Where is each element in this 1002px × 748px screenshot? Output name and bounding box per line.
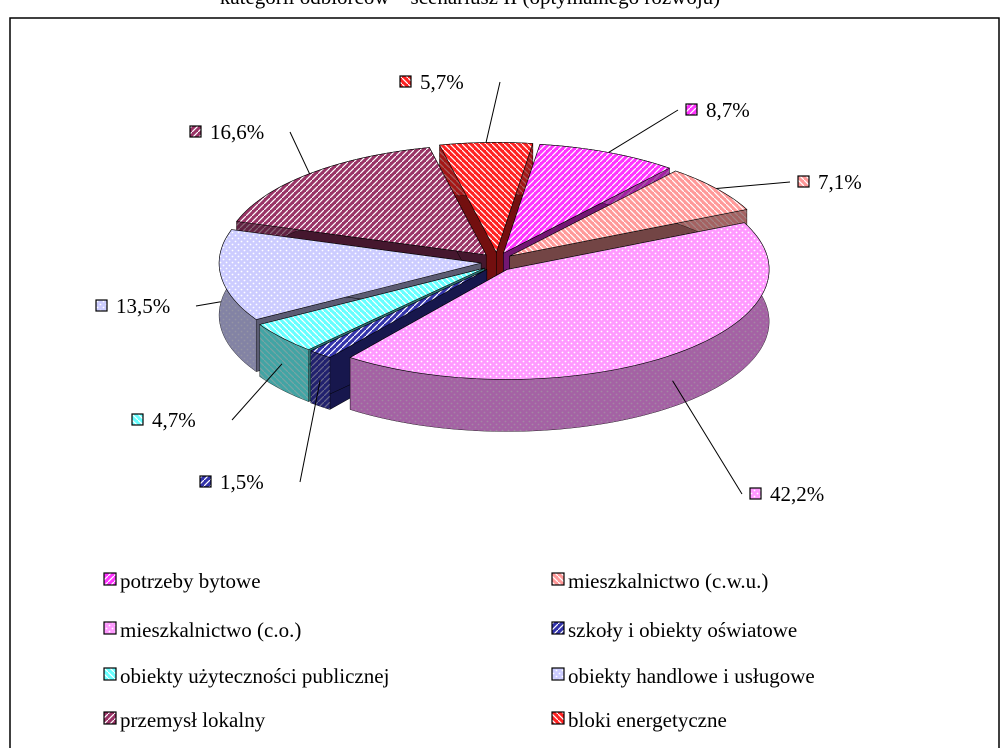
- label-swatch: [797, 175, 810, 188]
- legend-label: przemysł lokalny: [120, 708, 266, 732]
- data-label: 1,5%: [220, 470, 264, 494]
- legend-swatch: [103, 711, 117, 725]
- label-swatch: [199, 475, 212, 488]
- legend-swatch: [551, 621, 565, 635]
- data-label: 4,7%: [152, 408, 196, 432]
- label-swatch: [685, 103, 698, 116]
- slice-side-texture: [350, 222, 770, 432]
- leader-line: [289, 131, 310, 174]
- data-label: 7,1%: [818, 170, 862, 194]
- slice-side-texture: [310, 350, 330, 410]
- slice-top: [509, 170, 748, 257]
- data-label: 8,7%: [706, 98, 750, 122]
- legend-label: potrzeby bytowe: [120, 569, 261, 593]
- legend-label: obiekty handlowe i usługowe: [568, 664, 815, 688]
- data-label: 42,2%: [770, 482, 824, 506]
- label-swatch: [749, 487, 762, 500]
- data-label: 13,5%: [116, 294, 170, 318]
- chart-title: kategorii odbiorców – scenariusz II (opt…: [220, 0, 720, 9]
- label-swatch: [131, 413, 144, 426]
- leader-line: [608, 109, 679, 153]
- slice: [349, 222, 770, 432]
- slice-top: [259, 267, 485, 350]
- legend-label: szkoły i obiekty oświatowe: [568, 618, 797, 642]
- legend-swatch: [551, 572, 565, 586]
- data-label: 16,6%: [210, 120, 264, 144]
- leader-line: [485, 81, 501, 143]
- legend-swatch: [551, 667, 565, 681]
- legend-label: obiekty użyteczności publicznej: [120, 664, 389, 688]
- legend-swatch: [551, 711, 565, 725]
- leader-line: [299, 380, 321, 483]
- slice-top: [310, 269, 487, 358]
- slice-top: [218, 229, 482, 320]
- legend-label: bloki energetyczne: [568, 708, 727, 732]
- legend-swatch: [103, 667, 117, 681]
- leader-line: [231, 363, 283, 421]
- label-swatch: [189, 125, 202, 138]
- label-swatch: [95, 299, 108, 312]
- legend-swatch: [103, 572, 117, 586]
- label-swatch: [399, 75, 412, 88]
- legend-swatch: [103, 621, 117, 635]
- leader-line: [672, 380, 743, 495]
- leader-line: [716, 181, 791, 190]
- legend-label: mieszkalnictwo (c.w.u.): [568, 569, 768, 593]
- slice-side-texture: [259, 324, 309, 402]
- slice-top: [439, 142, 534, 254]
- legend-label: mieszkalnictwo (c.o.): [120, 618, 301, 642]
- data-label: 5,7%: [420, 70, 464, 94]
- leader-line: [195, 301, 221, 307]
- slice-top: [349, 222, 770, 380]
